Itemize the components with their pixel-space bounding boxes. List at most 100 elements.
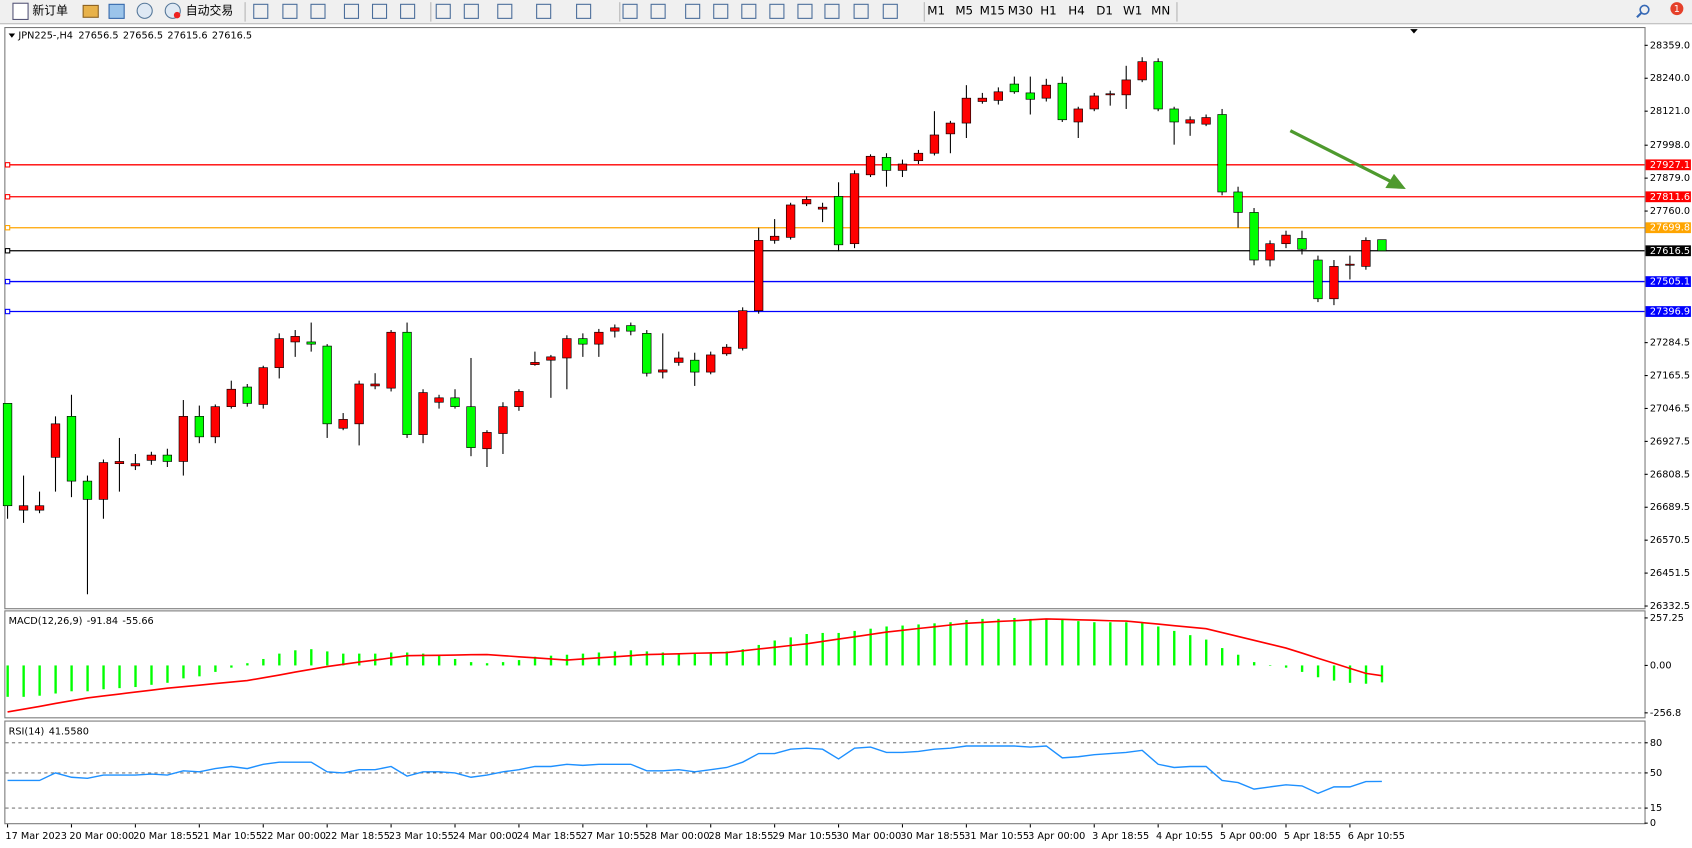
x-tick-label: 17 Mar 2023 — [5, 831, 67, 842]
high-value: 27656.5 — [123, 31, 163, 42]
x-tick-label: 30 Mar 00:00 — [836, 831, 901, 842]
x-tick-label: 30 Mar 18:55 — [900, 831, 965, 842]
tool-icon[interactable] — [576, 3, 592, 19]
notification-badge[interactable] — [1670, 2, 1684, 16]
y-tick-label: 26689.5 — [1650, 502, 1690, 513]
new-order-icon[interactable] — [12, 2, 29, 20]
timeframe-button[interactable]: M1 — [927, 3, 945, 17]
tool-icon[interactable] — [882, 3, 898, 19]
tool-icon[interactable] — [282, 3, 298, 19]
tool-icon[interactable] — [741, 3, 757, 19]
tool-icon[interactable] — [497, 3, 513, 19]
auto-trading-button[interactable]: 自动交易 — [186, 3, 233, 17]
timeframe-button[interactable]: M15 — [980, 3, 1005, 17]
timeframe-button[interactable]: M30 — [1008, 3, 1033, 17]
macd-bar — [326, 651, 329, 666]
icon[interactable] — [82, 4, 99, 18]
candle-body — [674, 357, 684, 363]
timeframe-button[interactable]: W1 — [1123, 3, 1142, 17]
macd-bar — [1125, 622, 1128, 666]
price-level-tag — [1645, 276, 1691, 287]
candle-body — [530, 362, 540, 365]
tool-icon[interactable] — [435, 3, 451, 19]
candle-body — [98, 462, 109, 500]
tool-icon[interactable] — [769, 3, 785, 19]
tool-icon[interactable] — [536, 3, 552, 19]
tool-icon[interactable] — [797, 3, 813, 19]
macd-bar — [390, 652, 393, 666]
low-value: 27615.6 — [167, 31, 207, 42]
timeframe-button[interactable]: D1 — [1096, 3, 1113, 17]
candle-body — [961, 97, 972, 124]
rsi-title: RSI(14) 41.5580 — [9, 726, 89, 737]
price-level-tag — [1645, 191, 1691, 203]
tool-icon[interactable] — [253, 3, 269, 19]
candle-body — [306, 341, 316, 345]
timeframe-button[interactable]: H1 — [1040, 3, 1056, 17]
candle-body — [514, 391, 524, 407]
price-level-label: 27699.8 — [1650, 223, 1690, 234]
candle-body — [290, 336, 300, 343]
macd-bar — [437, 655, 441, 666]
macd-bar — [693, 653, 697, 666]
candle-body — [1185, 119, 1195, 124]
candle-body — [402, 331, 412, 435]
candle-body — [258, 367, 268, 405]
macd-bar — [54, 665, 57, 694]
tool-icon[interactable] — [853, 3, 869, 19]
macd-bar — [342, 653, 345, 666]
tool-icon[interactable] — [622, 3, 638, 19]
timeframe-button[interactable]: M5 — [955, 3, 973, 17]
macd-bar — [310, 649, 313, 666]
price-level-label: 27616.5 — [1650, 246, 1690, 257]
candle-body — [1153, 61, 1163, 110]
macd-bar — [997, 618, 1000, 666]
macd-main-value: -91.84 — [87, 616, 118, 627]
new-order-button[interactable]: 新订单 — [32, 3, 68, 17]
tool-icon[interactable] — [400, 3, 416, 19]
macd-bar — [741, 649, 744, 666]
timeframe-button[interactable]: H4 — [1068, 3, 1084, 17]
macd-bar — [1173, 630, 1176, 666]
x-tick-label: 28 Mar 18:55 — [709, 831, 774, 842]
candle-body — [1345, 263, 1355, 266]
tool-icon[interactable] — [824, 3, 840, 19]
x-tick-label: 21 Mar 10:55 — [197, 831, 262, 842]
x-tick-label: 20 Mar 18:55 — [133, 831, 198, 842]
macd-bar — [230, 665, 233, 668]
macd-bar — [1221, 648, 1224, 666]
macd-bar — [597, 652, 601, 666]
candle-body — [738, 310, 748, 349]
macd-signal-line — [7, 618, 1383, 713]
candle-body — [82, 480, 93, 500]
macd-bar — [677, 653, 681, 666]
tool-icon[interactable] — [310, 3, 326, 19]
tool-icon[interactable] — [371, 3, 388, 19]
tool-icon[interactable] — [463, 3, 479, 19]
y-tick-label: 80 — [1650, 738, 1662, 749]
timeframe-button[interactable]: MN — [1151, 3, 1170, 17]
candle-body — [322, 345, 332, 425]
candle-body — [706, 354, 716, 373]
macd-bar — [805, 634, 808, 666]
tool-icon[interactable] — [343, 3, 360, 19]
main-panel — [4, 27, 1646, 610]
macd-bar — [38, 665, 41, 696]
tool-icon[interactable] — [685, 3, 701, 19]
price-level-label: 27927.1 — [1650, 160, 1690, 171]
tool-icon[interactable] — [713, 3, 729, 19]
tool-icon[interactable] — [650, 3, 666, 19]
candle-body — [1313, 259, 1323, 300]
icon[interactable] — [108, 3, 125, 19]
level-handle — [4, 162, 11, 168]
candle-body — [450, 397, 460, 407]
macd-bar — [901, 625, 904, 666]
x-tick-label: 3 Apr 00:00 — [1028, 831, 1085, 842]
candle-body — [690, 359, 700, 373]
icon[interactable] — [136, 2, 153, 19]
macd-bar — [821, 632, 824, 666]
y-tick-label: 0.00 — [1650, 660, 1672, 671]
search-icon[interactable] — [1639, 4, 1650, 15]
toolbar-bg — [0, 0, 1692, 24]
chart-title: JPN225-,H4 27656.5 27656.5 27615.6 27616.5 — [17, 31, 252, 42]
